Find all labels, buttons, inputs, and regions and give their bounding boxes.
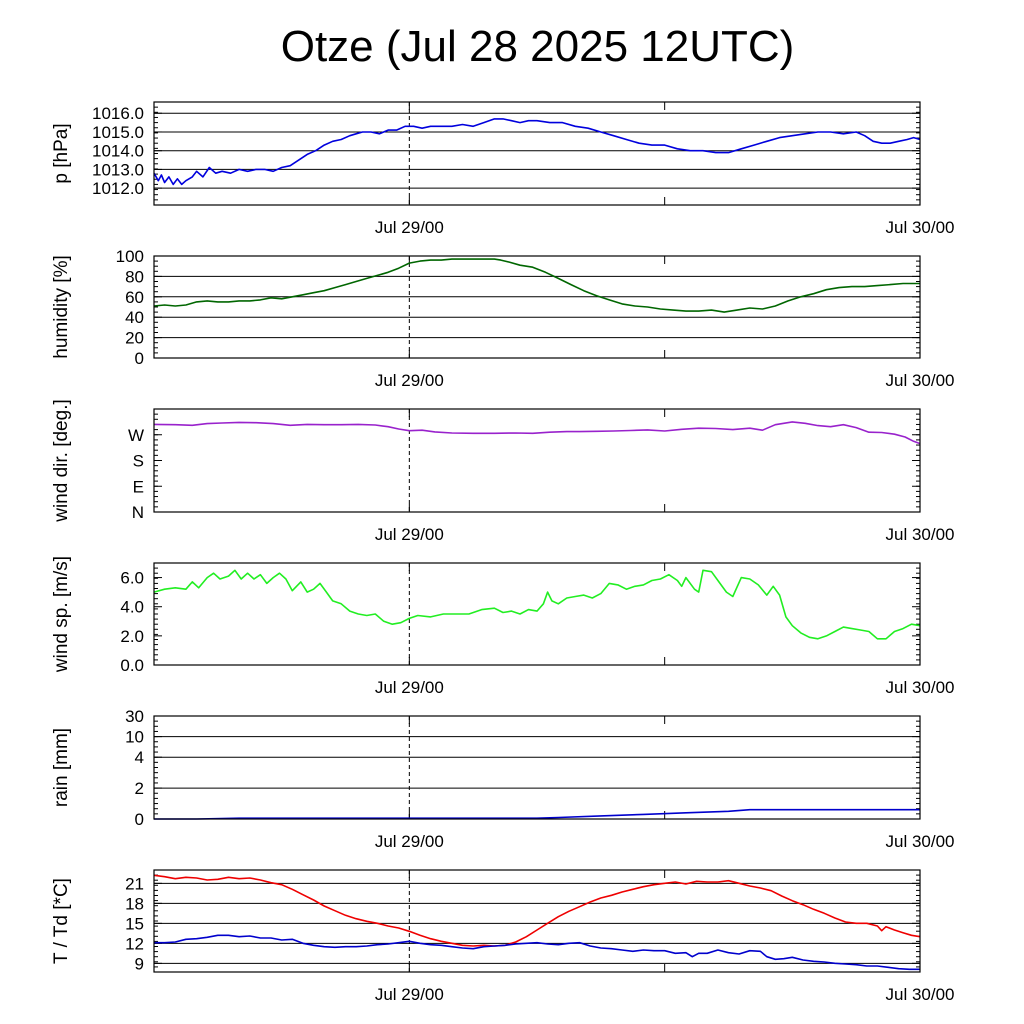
x-tick-label: Jul 29/00 xyxy=(375,678,444,697)
y-tick-label: 1012.0 xyxy=(92,179,144,198)
x-tick-label: Jul 30/00 xyxy=(886,525,955,544)
y-tick-label: E xyxy=(133,477,144,496)
y-tick-label: 1015.0 xyxy=(92,123,144,142)
series-line-0 xyxy=(153,258,920,313)
series-line-0 xyxy=(153,421,921,445)
y-tick-label: S xyxy=(133,452,144,471)
x-tick-label: Jul 30/00 xyxy=(886,985,955,1004)
series-line-1 xyxy=(154,934,920,971)
plot-frame xyxy=(153,101,921,206)
x-tick-label: Jul 30/00 xyxy=(886,218,955,237)
x-tick-label: Jul 30/00 xyxy=(886,678,955,697)
x-tick-label: Jul 29/00 xyxy=(375,985,444,1004)
page-title: Otze (Jul 28 2025 12UTC) xyxy=(280,22,795,71)
y-tick-label: 40 xyxy=(125,308,144,327)
y-tick-label: 12 xyxy=(125,934,144,953)
y-tick-label: 1014.0 xyxy=(92,142,144,161)
y-tick-label: 1013.0 xyxy=(92,160,144,179)
panel-4: 0 2 410 30 Jul 29/00 Jul 30/00 rain [mm] xyxy=(51,707,955,851)
x-tick-label: Jul 29/00 xyxy=(375,371,444,390)
x-tick-label: Jul 29/00 xyxy=(375,525,444,544)
series-line-0 xyxy=(154,808,920,820)
y-tick-label: 0.0 xyxy=(120,656,144,675)
y-tick-label: 0 xyxy=(135,349,144,368)
y-axis-label: wind sp. [m/s] xyxy=(51,556,72,673)
plot-frame xyxy=(153,869,921,973)
y-tick-label: 2 xyxy=(135,779,144,798)
y-tick-label: 20 xyxy=(125,329,144,348)
y-axis-label: rain [mm] xyxy=(51,728,72,807)
y-tick-label: 0 xyxy=(135,810,144,829)
y-tick-label: 15 xyxy=(125,914,144,933)
y-tick-label: 100 xyxy=(116,247,144,266)
y-tick-label: W xyxy=(128,426,144,445)
y-axis-label: wind dir. [deg.] xyxy=(51,399,72,523)
y-tick-label: 80 xyxy=(125,267,144,286)
series-line-0 xyxy=(153,874,921,947)
y-tick-label: 10 xyxy=(125,728,144,747)
y-axis-label: p [hPa] xyxy=(51,123,72,183)
panel-3: 0.0 2.0 4.0 6.0 Jul 29/00 Jul 30/00 wind sp. [… xyxy=(51,556,955,697)
x-tick-label: Jul 30/00 xyxy=(886,832,955,851)
y-tick-label: 1016.0 xyxy=(92,104,144,123)
y-axis-label: T / Td [*C] xyxy=(51,878,72,964)
y-tick-label: 2.0 xyxy=(120,627,144,646)
y-axis-label: humidity [%] xyxy=(51,255,72,358)
y-tick-label: N xyxy=(132,503,144,522)
plot-frame xyxy=(153,715,921,820)
y-tick-label: 60 xyxy=(125,288,144,307)
series-line-0 xyxy=(153,569,921,640)
y-tick-label: 4 xyxy=(135,748,144,767)
y-tick-label: 6.0 xyxy=(120,569,144,588)
plot-frame xyxy=(153,255,921,359)
series-line-0 xyxy=(153,118,921,186)
x-tick-label: Jul 29/00 xyxy=(375,218,444,237)
plot-frame xyxy=(153,408,921,513)
y-tick-label: 21 xyxy=(125,874,144,893)
plot-frame xyxy=(153,562,921,666)
x-tick-label: Jul 30/00 xyxy=(886,371,955,390)
y-tick-label: 9 xyxy=(135,954,144,973)
x-tick-label: Jul 29/00 xyxy=(375,832,444,851)
y-tick-label: 4.0 xyxy=(120,598,144,617)
y-tick-label: 30 xyxy=(125,707,144,726)
y-tick-label: 18 xyxy=(125,894,144,913)
